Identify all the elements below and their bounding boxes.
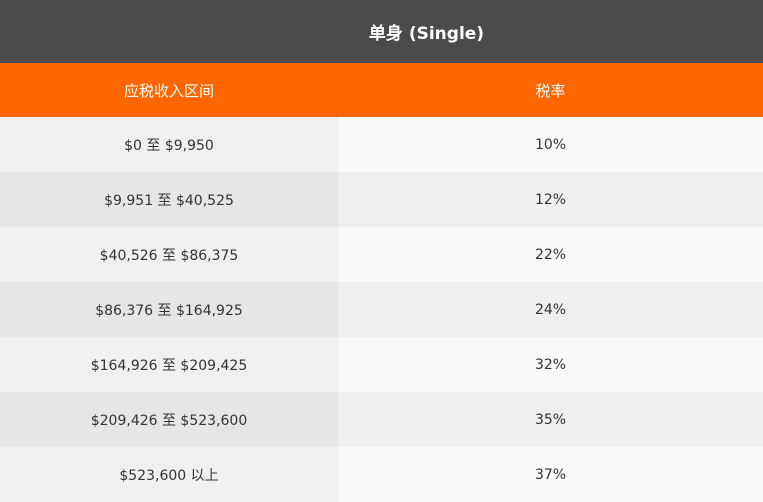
tax-rate-cell: 35% [338, 392, 763, 447]
table-row: $86,376 至 $164,925 24% [0, 282, 763, 337]
tax-rate-cell: 37% [338, 447, 763, 502]
table-row: $0 至 $9,950 10% [0, 117, 763, 172]
tax-rate-cell: 10% [338, 117, 763, 172]
table-row: $40,526 至 $86,375 22% [0, 227, 763, 282]
header-tax-rate: 税率 [338, 63, 763, 117]
tax-rate-cell: 12% [338, 172, 763, 227]
header-taxable-income-range: 应税收入区间 [0, 63, 338, 117]
income-range-cell: $523,600 以上 [0, 447, 338, 502]
income-range-cell: $0 至 $9,950 [0, 117, 338, 172]
income-range-cell: $40,526 至 $86,375 [0, 227, 338, 282]
tax-rate-cell: 22% [338, 227, 763, 282]
tax-rate-cell: 32% [338, 337, 763, 392]
income-range-cell: $9,951 至 $40,525 [0, 172, 338, 227]
income-range-cell: $164,926 至 $209,425 [0, 337, 338, 392]
table-row: $164,926 至 $209,425 32% [0, 337, 763, 392]
income-range-cell: $209,426 至 $523,600 [0, 392, 338, 447]
table-title: 单身 (Single) [0, 0, 763, 63]
table-row: $523,600 以上 37% [0, 447, 763, 502]
table-row: $9,951 至 $40,525 12% [0, 172, 763, 227]
table-title-row: 单身 (Single) [0, 0, 763, 63]
tax-rate-cell: 24% [338, 282, 763, 337]
table-title-text: 单身 (Single) [368, 24, 485, 44]
income-range-cell: $86,376 至 $164,925 [0, 282, 338, 337]
table-row: $209,426 至 $523,600 35% [0, 392, 763, 447]
table-header-row: 应税收入区间 税率 [0, 63, 763, 117]
